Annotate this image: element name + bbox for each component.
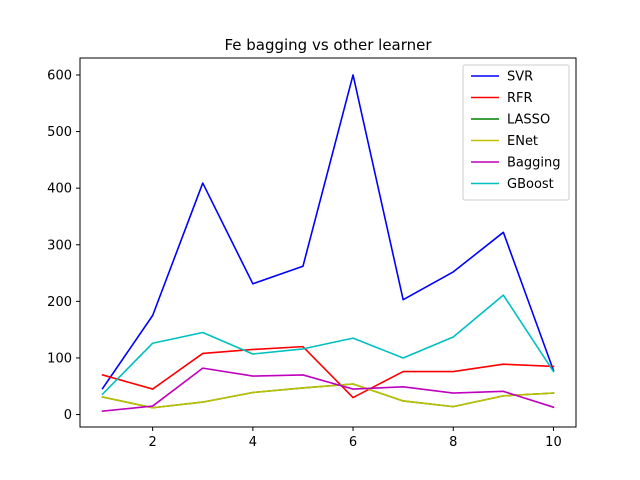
legend-label-enet: ENet xyxy=(507,134,538,149)
chart-title: Fe bagging vs other learner xyxy=(224,36,432,54)
x-tick-label: 2 xyxy=(149,435,157,450)
legend-label-gboost: GBoost xyxy=(507,177,554,192)
series-line-gboost xyxy=(101,294,555,396)
series-line-bagging xyxy=(101,367,555,413)
x-tick-label: 4 xyxy=(249,435,257,450)
legend-label-rfr: RFR xyxy=(507,91,533,106)
x-tick-label: 8 xyxy=(449,435,457,450)
y-tick-label: 500 xyxy=(47,125,72,140)
series-line-rfr xyxy=(101,345,555,399)
y-tick-label: 100 xyxy=(47,351,72,366)
plot-area xyxy=(101,74,555,413)
y-tick-label: 300 xyxy=(47,238,72,253)
y-tick-label: 0 xyxy=(64,408,72,423)
series-line-enet xyxy=(101,383,555,409)
series-line-svr xyxy=(101,74,555,390)
legend-label-lasso: LASSO xyxy=(507,113,550,128)
legend: SVR RFR LASSO ENet Bagging GBoost xyxy=(462,64,570,201)
legend-box xyxy=(462,64,570,201)
x-tick-label: 6 xyxy=(349,435,357,450)
y-tick-label: 400 xyxy=(47,182,72,197)
axes-frame xyxy=(79,57,577,428)
legend-label-svr: SVR xyxy=(507,70,533,85)
legend-label-bagging: Bagging xyxy=(507,156,561,171)
y-tick-label: 600 xyxy=(47,68,72,83)
x-tick-label: 10 xyxy=(545,435,562,450)
y-tick-label: 200 xyxy=(47,295,72,310)
